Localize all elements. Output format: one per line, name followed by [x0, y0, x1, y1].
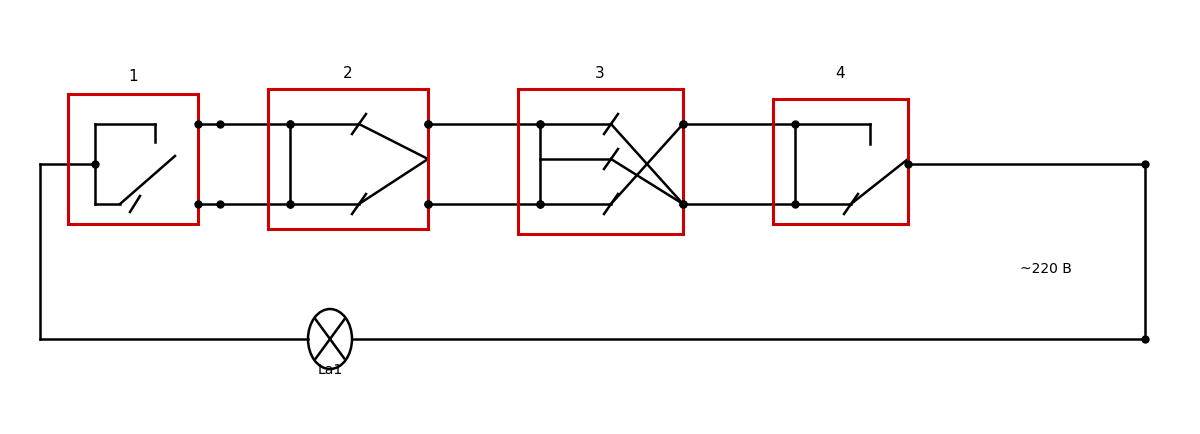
Bar	[268, 89, 428, 229]
Bar	[773, 99, 908, 224]
Text: La1: La1	[317, 363, 343, 377]
Bar	[518, 89, 683, 234]
Text: 4: 4	[835, 66, 845, 81]
Text: 1: 1	[128, 69, 138, 84]
Text: 2: 2	[343, 66, 353, 81]
Text: ~220 B: ~220 B	[1020, 262, 1072, 276]
Bar	[68, 94, 198, 224]
Text: 3: 3	[595, 66, 605, 81]
